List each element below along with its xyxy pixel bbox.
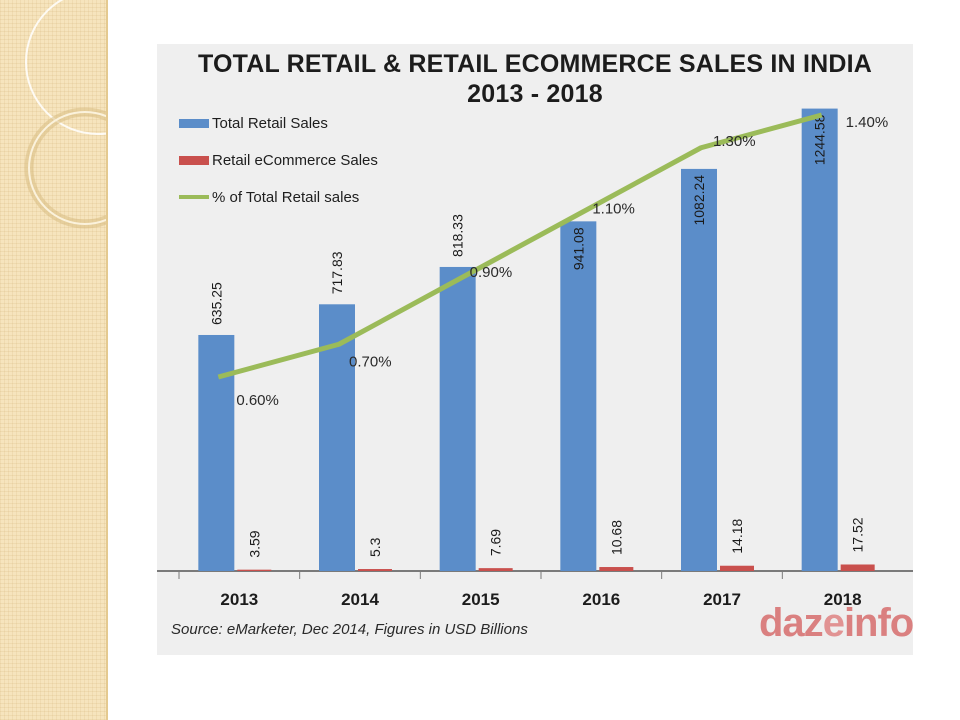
line-label-percent: 1.30% — [713, 133, 756, 150]
decorative-side-strip — [0, 0, 108, 720]
bar-label-ecommerce: 5.3 — [367, 537, 383, 557]
bar-label-ecommerce: 17.52 — [850, 517, 866, 552]
legend-item-total-retail: Total Retail Sales — [179, 113, 328, 133]
bar-label-ecommerce: 7.69 — [488, 529, 504, 556]
bar-total-retail — [681, 168, 717, 571]
legend-swatch-ecommerce — [179, 155, 209, 165]
bar-ecommerce — [599, 567, 634, 571]
legend-swatch-total-retail — [179, 118, 209, 128]
bar-label-ecommerce: 14.18 — [729, 518, 745, 553]
legend-item-percent: % of Total Retail sales — [179, 187, 359, 207]
legend-label-total-retail: Total Retail Sales — [212, 114, 328, 132]
bar-total-retail — [801, 108, 838, 571]
x-tick-label: 2016 — [582, 590, 620, 609]
decorative-circles — [24, 0, 106, 229]
chart-plot: 2013 635.25 3.59 2014 717.83 5.3 2015 818.33 7.6… — [157, 108, 913, 609]
bar-label-total-retail: 717.83 — [329, 251, 345, 294]
x-tick-label: 2017 — [703, 590, 741, 609]
source-note: Source: eMarketer, Dec 2014, Figures in … — [171, 621, 528, 638]
chart-subtitle: 2013 - 2018 — [467, 80, 603, 108]
line-label-percent: 0.60% — [236, 392, 279, 409]
line-label-percent: 0.90% — [470, 264, 513, 281]
bar-ecommerce — [720, 565, 754, 571]
line-label-percent: 1.40% — [846, 114, 889, 131]
chart-title: TOTAL RETAIL & RETAIL ECOMMERCE SALES IN… — [197, 50, 873, 78]
bar-total-retail — [439, 266, 476, 571]
chart-panel: TOTAL RETAIL & RETAIL ECOMMERCE SALES IN… — [157, 44, 914, 655]
bar-ecommerce — [237, 569, 272, 571]
bar-label-total-retail: 1244.58 — [812, 114, 828, 165]
legend-item-ecommerce: Retail eCommerce Sales — [179, 150, 378, 170]
bar-label-ecommerce: 10.68 — [608, 520, 624, 555]
line-label-percent: 0.70% — [349, 353, 392, 370]
bar-ecommerce — [358, 569, 392, 571]
line-label-percent: 1.10% — [592, 200, 635, 217]
x-tick-label: 2018 — [824, 590, 862, 609]
bar-total-retail — [560, 221, 597, 571]
legend-label-ecommerce: Retail eCommerce Sales — [212, 151, 378, 169]
bar-label-total-retail: 635.25 — [208, 282, 224, 325]
bar-label-total-retail: 818.33 — [450, 214, 466, 257]
bar-total-retail — [198, 334, 235, 571]
legend-swatch-percent — [179, 195, 209, 199]
bar-ecommerce — [478, 568, 513, 571]
dazeinfo-logo: dazeinfo — [759, 601, 914, 645]
bar-label-ecommerce: 3.59 — [246, 530, 262, 557]
line-percent-of-retail — [217, 112, 823, 380]
bar-ecommerce — [840, 564, 875, 571]
x-tick-label: 2014 — [341, 590, 379, 609]
bar-label-total-retail: 941.08 — [570, 227, 586, 270]
x-tick-label: 2013 — [220, 590, 258, 609]
bar-label-total-retail: 1082.24 — [691, 175, 707, 226]
legend-label-percent: % of Total Retail sales — [212, 188, 360, 206]
x-tick-label: 2015 — [462, 590, 500, 609]
